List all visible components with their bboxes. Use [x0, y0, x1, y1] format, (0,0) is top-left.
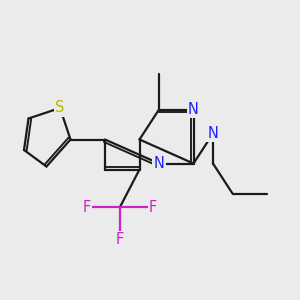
Text: F: F — [83, 200, 91, 214]
Text: N: N — [188, 102, 199, 117]
Text: F: F — [149, 200, 157, 214]
Text: S: S — [55, 100, 65, 116]
Text: N: N — [208, 126, 218, 141]
Text: N: N — [154, 156, 164, 171]
Text: F: F — [116, 232, 124, 247]
